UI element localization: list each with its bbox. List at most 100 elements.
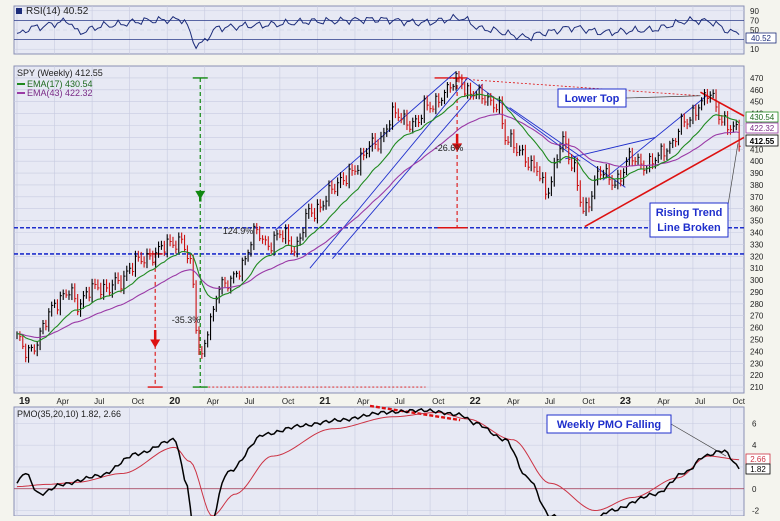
price-tick-label: 280 (750, 300, 764, 309)
x-tick-label: 19 (19, 396, 31, 407)
x-tick-label: Oct (582, 397, 595, 406)
price-tick-label: 270 (750, 312, 764, 321)
price-tick-label: 250 (750, 336, 764, 345)
rising-trend-text-1: Rising Trend (656, 207, 723, 219)
pmo-tick-label: -2 (752, 507, 760, 516)
lower-top-pointer (625, 95, 701, 99)
price-tick-label: 320 (750, 252, 764, 261)
last-price-badge-text: 412.55 (750, 137, 775, 146)
pmo-callout-box (546, 414, 672, 434)
price-tick-label: 240 (750, 347, 764, 356)
x-tick-label: Apr (507, 397, 520, 406)
y-axis-ticks: 4704604504404304204104003903803703603503… (750, 7, 764, 516)
pmo-signal-line (16, 412, 740, 517)
pmo-badges: 2.66 1.82 (745, 453, 771, 475)
grid-lines (14, 6, 744, 516)
pmo-falling-dashed-line (369, 404, 461, 422)
price-tick-label: 220 (750, 371, 764, 380)
x-tick-label: Jul (94, 397, 104, 406)
price-tick-label: 360 (750, 205, 764, 214)
x-tick-label: Apr (57, 397, 70, 406)
x-tick-label: Oct (432, 397, 445, 406)
rsi-legend: RSI(14) 40.52 (16, 6, 89, 17)
lower-top-callout: Lower Top (557, 88, 627, 108)
channel-upper-line (275, 71, 456, 231)
price-tick-label: 340 (750, 229, 764, 238)
rsi-tick-label: 70 (750, 16, 759, 25)
price-legend: SPY (Weekly) 412.55 EMA(17) 430.54 EMA(4… (17, 68, 103, 98)
price-tick-label: 370 (750, 193, 764, 202)
x-tick-label: Jul (244, 397, 254, 406)
x-tick-label: Jul (395, 397, 405, 406)
wedge-line-1 (565, 136, 656, 160)
series-layer (16, 13, 741, 521)
gain-pct-label: 124.9% (223, 226, 254, 236)
rising-trend-box (649, 202, 729, 238)
rising-trend-callout: Rising Trend Line Broken (649, 202, 729, 238)
price-tick-label: 260 (750, 324, 764, 333)
price-tick-label: 470 (750, 74, 764, 83)
x-tick-label: Apr (357, 397, 370, 406)
bear-down-arrow (452, 143, 463, 152)
lower-top-text: Lower Top (565, 93, 620, 105)
ema43-label: EMA(43) 422.32 (27, 88, 93, 98)
pmo-badge-text: 1.82 (750, 465, 766, 474)
channel-lower-line (332, 83, 483, 259)
price-tick-label: 210 (750, 383, 764, 392)
rising-trend-pointer (727, 143, 739, 206)
pmo-badge-box (745, 463, 771, 475)
pmo-callout-text: Weekly PMO Falling (557, 419, 661, 431)
price-tick-label: 380 (750, 181, 764, 190)
covid-down-arrow (150, 339, 161, 348)
price-tick-label: 450 (750, 98, 764, 107)
rising-trend-text-2: Line Broken (657, 222, 721, 234)
downtrend-line-1 (467, 77, 581, 162)
x-tick-label: Apr (657, 397, 670, 406)
x-tick-label: Oct (132, 397, 145, 406)
covid-drop-label: -35.3% (172, 315, 201, 325)
price-tick-label: 230 (750, 359, 764, 368)
pmo-tick-label: 0 (752, 485, 757, 494)
rising-trend-line (584, 136, 745, 228)
price-tick-label: 390 (750, 169, 764, 178)
ema43-line (16, 113, 740, 339)
price-badges: 430.54 422.32 412.55 (745, 111, 779, 147)
pmo-label: PMO(35,20,10) 1.82, 2.66 (17, 409, 121, 419)
rsi-tick-label: 90 (750, 7, 759, 16)
x-tick-label: Apr (207, 397, 220, 406)
price-panel (13, 65, 745, 394)
pmo-callout: Weekly PMO Falling (546, 414, 672, 434)
price-label: SPY (Weekly) 412.55 (17, 68, 103, 78)
ema17-line (16, 93, 740, 343)
top-dotted-line (445, 77, 701, 97)
price-tick-label: 350 (750, 217, 764, 226)
pmo-signal-badge-text: 2.66 (750, 455, 766, 464)
x-tick-label: Oct (282, 397, 295, 406)
price-tick-label: 400 (750, 157, 764, 166)
ema17-label: EMA(17) 430.54 (27, 79, 93, 89)
rsi-legend-swatch (16, 8, 22, 14)
price-tick-label: 310 (750, 264, 764, 273)
pmo-tick-label: 6 (752, 419, 757, 428)
rsi-tick-label: 50 (750, 26, 759, 35)
rsi-tick-label: 10 (750, 45, 759, 54)
price-tick-label: 410 (750, 145, 764, 154)
channel-mid-line (309, 77, 468, 269)
x-tick-label: Jul (695, 397, 705, 406)
pmo-line (16, 408, 740, 521)
rsi-badge-text: 40.52 (751, 34, 772, 43)
x-axis-ticks: 19 Apr Jul Oct 20 Apr Jul Oct 21 Apr Jul Oct 22 Apr Ju… (19, 396, 746, 407)
rsi-label: RSI(14) 40.52 (26, 6, 89, 17)
x-tick-label: Oct (732, 397, 745, 406)
ema43-badge-text: 422.32 (750, 124, 775, 133)
x-tick-label: 21 (319, 396, 331, 407)
ema17-badge-text: 430.54 (750, 113, 775, 122)
rsi-value-badge: 40.52 (745, 32, 777, 44)
ema17-badge-box (745, 111, 779, 123)
price-tick-label: 330 (750, 240, 764, 249)
x-tick-label: 23 (620, 396, 632, 407)
price-tick-label: 300 (750, 276, 764, 285)
last-price-badge-box (745, 134, 779, 147)
